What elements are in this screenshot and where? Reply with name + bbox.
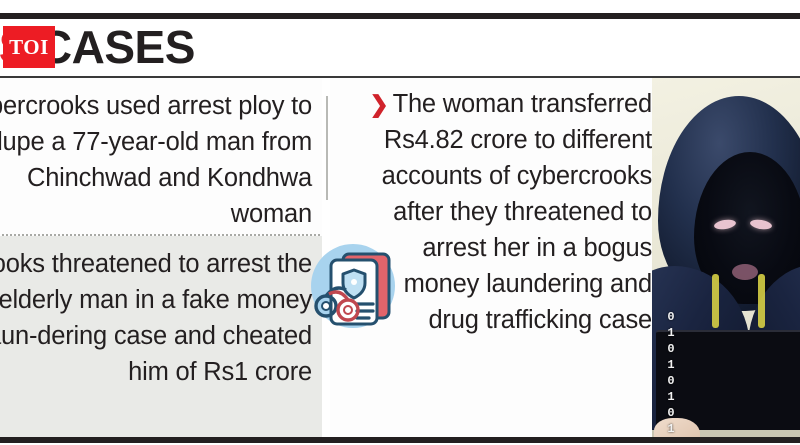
document-shield-handcuffs-icon [297,234,405,342]
desk-surface [652,430,800,437]
binary-code-overlay: 01010101 [664,310,678,437]
list-item: Cybercrooks used arrest ploy to dupe a 7… [0,92,312,228]
left-column-bottom-block [0,236,322,437]
hooded-hacker-at-laptop-photo: 01010101 [652,78,800,437]
toi-logo: TOI [3,26,55,68]
headline-main-word: CASES [38,21,195,73]
zipper-cord-right [758,274,765,328]
right-column: ❯ The woman transferred Rs4.82 crore to d… [330,78,652,437]
bottom-divider-rule [0,437,800,443]
column-divider-line [326,96,328,200]
header-divider-rule [0,76,800,78]
zipper-cord-left [712,274,719,328]
list-item: ❯ The woman transferred Rs4.82 crore to d… [348,86,653,338]
page-title: USCASES [0,20,800,74]
chevron-right-icon: ❯ [369,91,389,117]
list-item-label: The woman transferred Rs4.82 crore to di… [381,90,653,334]
top-divider-rule [0,13,800,19]
hand [654,418,700,437]
list-item: Crooks threatened to arrest the elderly … [0,250,312,386]
mouth [732,264,758,280]
left-column-top-block [0,78,322,236]
left-column: Cybercrooks used arrest ploy to dupe a 7… [0,78,322,437]
bullet-dotted-separator [2,234,320,236]
toi-logo-text: TOI [9,34,49,59]
